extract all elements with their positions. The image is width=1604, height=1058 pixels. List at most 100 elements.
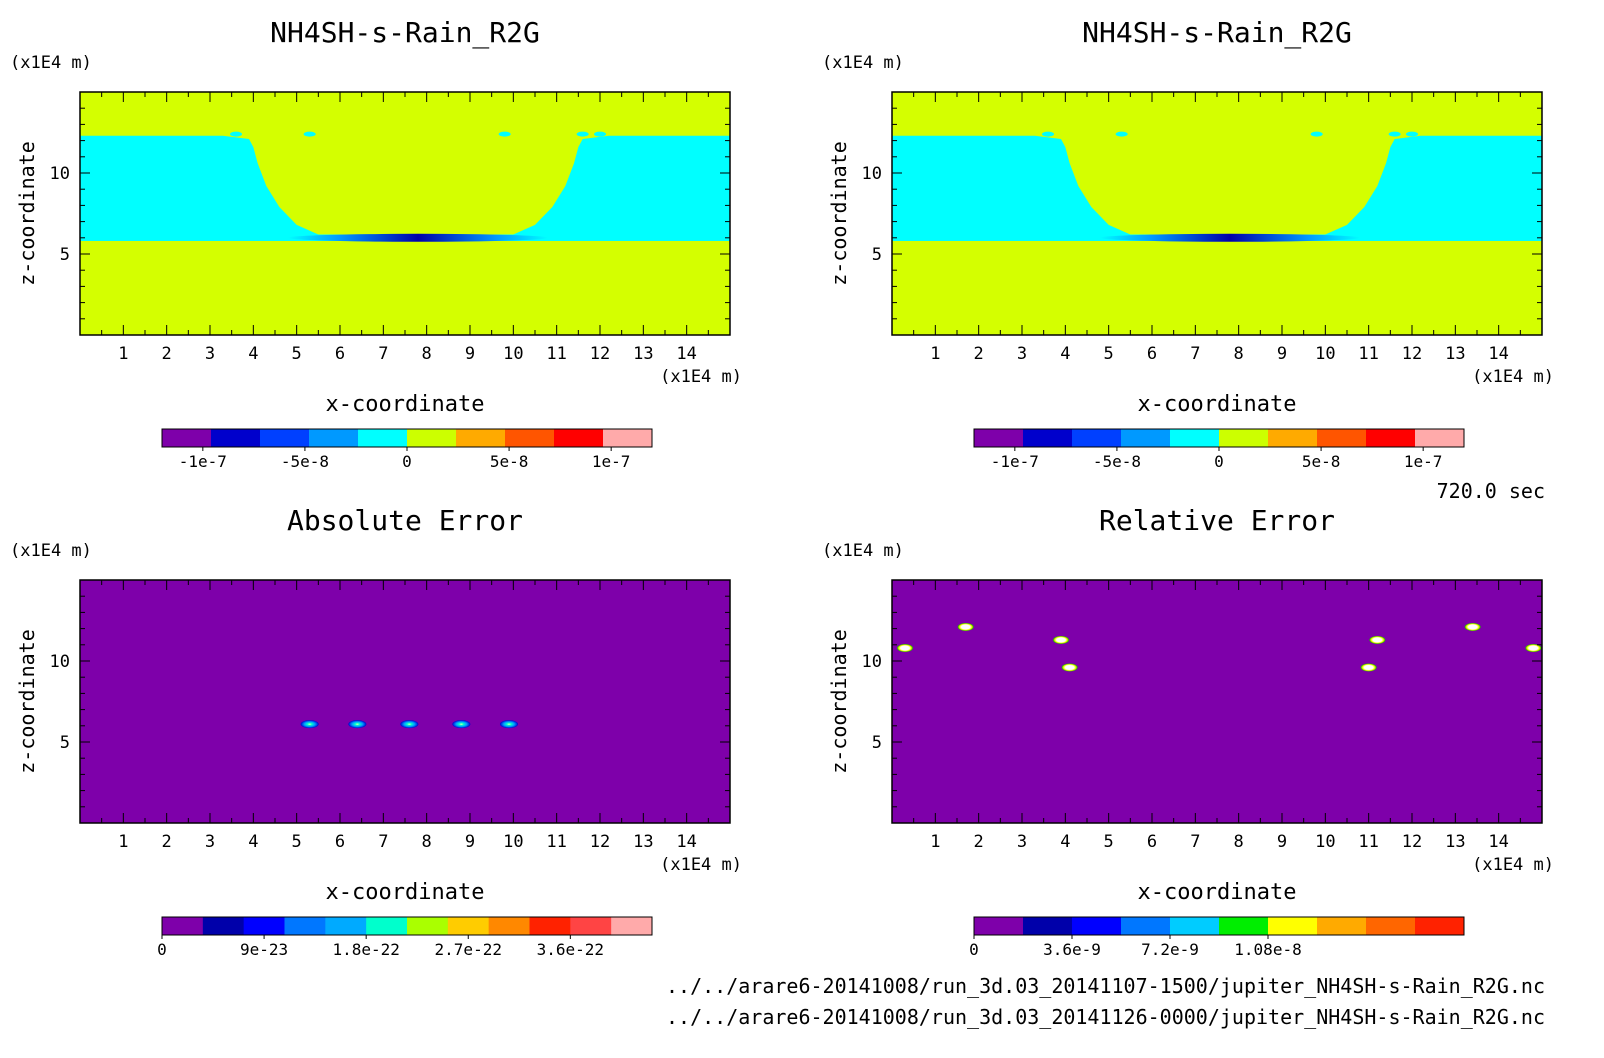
x-tick-label: 6	[1147, 832, 1157, 852]
colorbar-tick-label: 0	[1214, 452, 1224, 471]
blob-2	[1310, 131, 1323, 137]
spot-3	[452, 720, 471, 729]
colorbar-swatch	[211, 429, 261, 447]
blob-4	[594, 131, 606, 137]
x-tick-label: 1	[118, 344, 128, 364]
colorbar-tick-label: 2.7e-22	[435, 940, 502, 959]
colorbar-swatch	[1415, 429, 1465, 447]
blob-2	[498, 131, 511, 137]
blob-3	[576, 131, 589, 137]
x-tick-label: 8	[422, 832, 432, 852]
spot-1	[348, 720, 367, 729]
plot-area	[80, 580, 730, 823]
x-tick-label: 9	[465, 344, 475, 364]
plot-area	[80, 92, 730, 335]
x-tick-label: 13	[1445, 344, 1465, 364]
colorbar-swatch	[603, 429, 653, 447]
colorbar-swatch	[243, 917, 285, 935]
blob-1	[1115, 131, 1128, 137]
colorbar-swatch	[1121, 917, 1171, 935]
colorbar-swatch	[309, 429, 359, 447]
x-tick-label: 7	[378, 344, 388, 364]
spot-3	[1061, 663, 1078, 672]
x-tick-label: 8	[1234, 344, 1244, 364]
panel-1: NH4SH-s-Rain_R2G(x1E4 m)1 2 3 4 5 6 7 8 9 10 11 12 1…	[10, 16, 742, 471]
panel-2: NH4SH-s-Rain_R2G(x1E4 m)1 2 3 4 5 6 7 8 9 10 11 12 1…	[822, 16, 1554, 471]
x-axis-label: x-coordinate	[1138, 392, 1297, 417]
spot-0	[300, 720, 319, 729]
x-tick-label: 4	[1060, 832, 1070, 852]
colorbar-swatch	[554, 429, 604, 447]
x-unit-label: (x1E4 m)	[1472, 855, 1554, 875]
colorbar-swatch	[1121, 429, 1171, 447]
x-tick-label: 7	[378, 832, 388, 852]
x-tick-label: 4	[1060, 344, 1070, 364]
blob-1	[303, 131, 316, 137]
colorbar-tick-label: 1e-7	[592, 452, 631, 471]
spot-4	[500, 720, 518, 729]
colorbar-swatch	[1170, 429, 1220, 447]
panel-3: Absolute Error(x1E4 m)1 2 3 4 5 6 7 8 9 10 11 12 13 1…	[10, 504, 742, 959]
x-tick-label: 10	[1315, 344, 1335, 364]
x-tick-label: 8	[422, 344, 432, 364]
colorbar-tick-label: 5e-8	[490, 452, 529, 471]
colorbar-swatch	[1317, 917, 1367, 935]
panel-title: NH4SH-s-Rain_R2G	[270, 16, 540, 50]
x-unit-label: (x1E4 m)	[660, 367, 742, 387]
x-unit-label: (x1E4 m)	[1472, 367, 1554, 387]
y-tick-label: 5	[60, 733, 70, 753]
x-tick-label: 3	[205, 344, 215, 364]
spot-0	[897, 644, 913, 653]
colorbar-tick-label: 1.08e-8	[1234, 940, 1301, 959]
y-axis-label: z-coordinate	[15, 629, 39, 774]
colorbar-tick-label: -1e-7	[179, 452, 227, 471]
y-unit-label: (x1E4 m)	[10, 53, 92, 73]
colorbar-swatch	[488, 917, 530, 935]
y-tick-label: 10	[862, 164, 882, 184]
colorbar-swatch	[505, 429, 555, 447]
x-tick-label: 14	[676, 344, 696, 364]
colorbar-swatch	[529, 917, 571, 935]
cyan-band	[892, 135, 1542, 242]
x-tick-label: 6	[335, 344, 345, 364]
y-axis-label: z-coordinate	[827, 141, 851, 286]
spot-6	[1464, 622, 1481, 631]
plot-area	[892, 580, 1542, 823]
y-tick-label: 5	[872, 245, 882, 265]
x-tick-label: 14	[676, 832, 696, 852]
colorbar-swatch	[202, 917, 245, 935]
colorbar-swatch	[1023, 917, 1073, 935]
colorbar-swatch	[325, 917, 367, 935]
colorbar-tick-label: 3.6e-9	[1043, 940, 1101, 959]
rain-layer	[1100, 233, 1360, 242]
colorbar-swatch	[611, 917, 653, 935]
blob-0	[230, 131, 242, 137]
spot-4	[1360, 663, 1377, 672]
x-tick-label: 3	[205, 832, 215, 852]
colorbar-tick-label: 3.6e-22	[537, 940, 604, 959]
panel-4: Relative Error(x1E4 m)1 2 3 4 5 6 7 8 9 10 11 12 13 1…	[822, 504, 1554, 959]
x-tick-label: 12	[1402, 832, 1422, 852]
colorbar-frame	[161, 916, 653, 936]
y-axis-label: z-coordinate	[827, 629, 851, 774]
y-tick-label: 10	[50, 652, 70, 672]
colorbar-swatch	[162, 917, 204, 935]
panel-title: NH4SH-s-Rain_R2G	[1082, 16, 1352, 50]
x-tick-label: 9	[1277, 832, 1287, 852]
colorbar-tick-label: 5e-8	[1302, 452, 1341, 471]
colorbar-swatch	[1023, 429, 1073, 447]
colorbar-swatch	[358, 429, 408, 447]
colorbar-tick-label: 9e-23	[240, 940, 288, 959]
x-tick-label: 5	[1104, 832, 1114, 852]
x-axis-label: x-coordinate	[326, 392, 485, 417]
spot-5	[1369, 635, 1386, 644]
colorbar-swatch	[1219, 429, 1269, 447]
x-tick-label: 7	[1190, 832, 1200, 852]
x-tick-label: 13	[1445, 832, 1465, 852]
colorbar-swatch	[366, 917, 408, 935]
spot-1	[957, 622, 974, 631]
rain-layer	[288, 233, 548, 242]
blob-3	[1388, 131, 1401, 137]
colorbar-swatch	[974, 917, 1024, 935]
x-tick-label: 14	[1488, 344, 1508, 364]
